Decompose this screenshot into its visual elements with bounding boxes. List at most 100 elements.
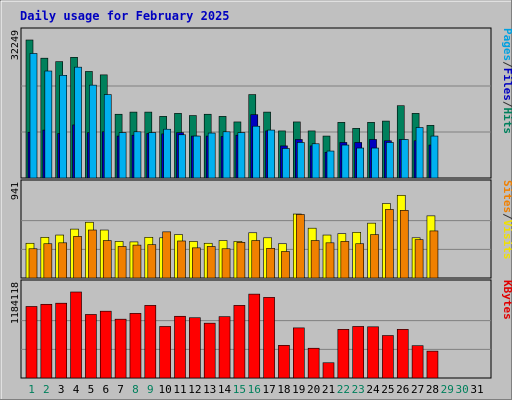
x-tick-label: 17: [262, 383, 275, 396]
bar-pages: [207, 132, 216, 179]
x-tick-label: 19: [292, 383, 305, 396]
bar-kbytes: [292, 327, 305, 379]
x-tick-label: 8: [132, 383, 139, 396]
legend-traffic: Pages/Files/Hits: [501, 28, 512, 134]
legend-entry: Sites: [501, 180, 512, 213]
bar-sites: [58, 242, 68, 279]
bar-sites: [102, 240, 112, 279]
x-tick-label: 10: [159, 383, 172, 396]
bar-sites: [177, 240, 186, 279]
bar-kbytes: [203, 322, 216, 379]
bar-kbytes: [85, 314, 97, 379]
bar-sites: [355, 243, 365, 279]
bar-kbytes: [70, 291, 82, 379]
legend-visits: Sites/Visits: [501, 180, 512, 260]
bar-sites: [325, 242, 335, 279]
legend-entry: /: [501, 101, 512, 108]
bar-kbytes: [114, 318, 127, 379]
bar-kbytes: [411, 345, 424, 379]
bar-pages: [386, 142, 394, 179]
bar-pages: [267, 129, 275, 179]
bar-pages: [193, 135, 201, 179]
bar-sites: [192, 247, 201, 279]
bar-sites: [206, 246, 216, 279]
bar-sites: [399, 210, 409, 279]
bar-pages: [222, 131, 231, 179]
bar-kbytes: [99, 310, 112, 379]
bar-kbytes: [174, 315, 186, 379]
bar-kbytes: [40, 303, 53, 379]
bar-sites: [28, 248, 38, 279]
x-tick-label: 11: [173, 383, 186, 396]
x-tick-label: 22: [337, 383, 350, 396]
bar-kbytes: [426, 350, 439, 379]
bar-pages: [282, 148, 290, 179]
bar-sites: [281, 251, 290, 279]
x-tick-label: 24: [366, 383, 380, 396]
bar-pages: [148, 132, 157, 179]
bar-sites: [73, 236, 82, 279]
legend-entry: /: [501, 61, 512, 68]
bar-sites: [88, 229, 97, 279]
bar-kbytes: [278, 345, 290, 379]
x-tick-label: 23: [352, 383, 365, 396]
bar-sites: [221, 248, 231, 279]
bar-pages: [133, 131, 142, 179]
bar-pages: [178, 134, 186, 179]
x-tick-label: 1: [28, 383, 35, 396]
bar-kbytes: [382, 335, 394, 379]
bar-kbytes: [248, 293, 261, 379]
bar-kbytes: [307, 347, 320, 379]
y-max-label-traffic: 32249: [10, 30, 21, 60]
x-tick-label: 16: [248, 383, 261, 396]
x-tick-label: 3: [58, 383, 65, 396]
x-tick-label: 2: [43, 383, 50, 396]
bar-pages: [118, 132, 127, 179]
bar-sites: [43, 243, 53, 279]
panel-traffic: 32249 Pages/Files/Hits: [10, 27, 512, 179]
bar-sites: [236, 242, 246, 279]
bar-sites: [429, 230, 439, 279]
bar-kbytes: [218, 316, 231, 379]
panel-kbytes: 1184118 KBytes: [10, 279, 512, 379]
bar-pages: [371, 147, 379, 179]
legend-kbytes: KBytes: [501, 280, 512, 320]
bar-sites: [370, 234, 379, 279]
x-tick-label: 9: [147, 383, 154, 396]
x-tick-label: 4: [73, 383, 80, 396]
x-tick-label: 15: [233, 383, 246, 396]
bar-kbytes: [55, 302, 68, 379]
bar-sites: [266, 247, 275, 279]
legend-entry: /: [501, 213, 512, 220]
bar-pages: [400, 139, 409, 179]
bar-sites: [295, 214, 305, 279]
bar-kbytes: [367, 326, 379, 379]
x-tick-label: 25: [381, 383, 394, 396]
bar-pages: [311, 143, 320, 179]
bar-kbytes: [337, 329, 350, 379]
bar-pages: [252, 125, 261, 179]
x-tick-label: 29: [441, 383, 454, 396]
bar-kbytes: [25, 306, 38, 379]
legend-entry: Files: [501, 68, 512, 101]
bar-pages: [59, 74, 68, 179]
bar-pages: [341, 144, 350, 179]
bar-pages: [296, 142, 305, 179]
bar-kbytes: [322, 362, 335, 379]
bar-pages: [415, 127, 424, 179]
bar-kbytes: [352, 326, 365, 379]
bar-sites: [385, 209, 394, 279]
bar-pages: [356, 147, 365, 179]
chart-panels: 32249Pages/Files/Hits941Sites/Visits1184…: [10, 27, 512, 379]
bar-kbytes: [144, 305, 157, 379]
bar-sites: [132, 244, 142, 279]
bar-kbytes: [159, 326, 171, 379]
x-tick-label: 18: [277, 383, 290, 396]
x-tick-label: 7: [117, 383, 124, 396]
x-tick-label: 27: [411, 383, 424, 396]
x-tick-label: 26: [396, 383, 409, 396]
chart-title: Daily usage for February 2025: [20, 9, 230, 23]
bar-pages: [44, 70, 53, 179]
bar-kbytes: [396, 329, 409, 379]
bar-pages: [74, 66, 82, 179]
